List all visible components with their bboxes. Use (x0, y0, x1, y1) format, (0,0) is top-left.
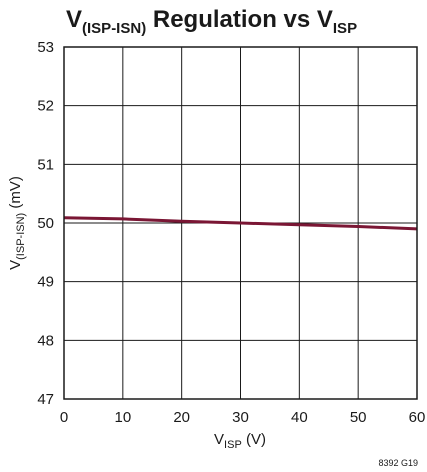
figure-id: 8392 G19 (378, 458, 418, 468)
y-tick-label: 50 (37, 215, 54, 232)
y-tick-label: 53 (37, 39, 54, 56)
y-axis-title: V(ISP-ISN) (mV) (7, 176, 27, 270)
y-tick-label: 48 (37, 332, 54, 349)
x-tick-label: 0 (60, 409, 68, 426)
y-tick-label: 49 (37, 274, 54, 291)
x-tick-label: 10 (114, 409, 131, 426)
x-tick-label: 30 (232, 409, 249, 426)
x-tick-label: 20 (173, 409, 190, 426)
plot-frame (63, 46, 418, 400)
x-tick-label: 50 (350, 409, 367, 426)
y-tick-label: 52 (37, 98, 54, 115)
chart-title: V(ISP-ISN) Regulation vs VISP (66, 6, 357, 37)
x-axis-title: VISP (V) (214, 431, 266, 451)
tick-labels: 0 10 20 30 40 50 60 47 48 49 50 51 52 53 (37, 39, 425, 426)
x-tick-label: 40 (291, 409, 308, 426)
y-tick-label: 51 (37, 156, 54, 173)
y-tick-label: 47 (37, 391, 54, 408)
x-tick-label: 60 (409, 409, 426, 426)
